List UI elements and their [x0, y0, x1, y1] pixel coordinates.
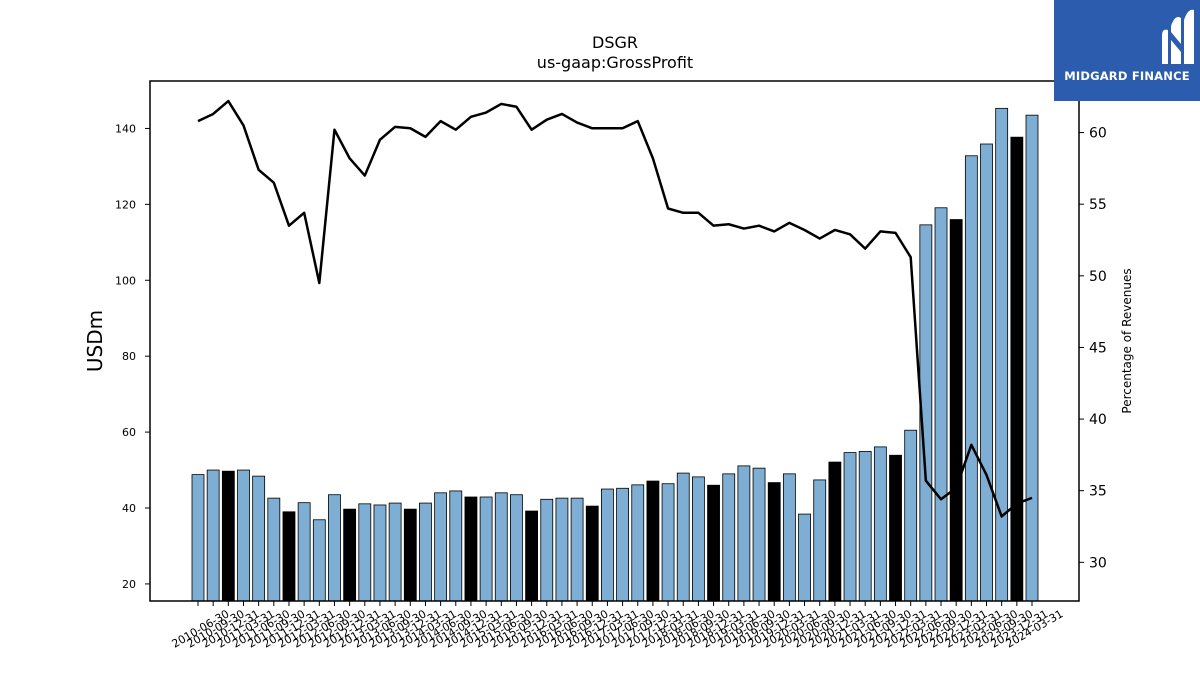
y-axis-label: USDm	[83, 310, 107, 372]
bar-2023-06-30	[980, 143, 993, 602]
midgard-logo-icon	[1162, 9, 1194, 65]
x-axis: 2010-06-302010-09-302010-12-312011-03-31…	[170, 601, 1066, 651]
midgard-finance-logo: MIDGARD FINANCE	[1054, 0, 1200, 101]
bar-2015-12-31	[525, 510, 538, 602]
y-tick-label: 60	[122, 426, 136, 439]
bar-2022-09-30	[934, 207, 948, 602]
bar-2021-09-30	[873, 446, 887, 602]
bar-2021-03-31	[843, 452, 857, 602]
y-axis-right: 30 35 40 45 50 55 60	[1079, 126, 1107, 571]
bar-2021-12-31	[889, 454, 902, 602]
y2-tick-label: 40	[1089, 412, 1107, 428]
bar-2019-03-31	[722, 473, 736, 602]
bar-2020-12-31	[828, 461, 842, 602]
bar-2012-12-31	[343, 508, 357, 602]
percentage-line	[197, 99, 1033, 518]
bar-2014-03-31	[419, 502, 432, 602]
bar-2022-12-31	[949, 219, 963, 602]
bar-2012-09-30	[328, 494, 341, 602]
bar-2014-12-31	[464, 496, 478, 602]
bar-2016-06-30	[555, 497, 569, 602]
chart-subtitle: us-gaap:GrossProfit	[537, 53, 693, 72]
line-layer	[197, 99, 1033, 518]
bar-2013-12-31	[403, 508, 417, 602]
bar-2020-03-31	[782, 473, 796, 602]
bar-2011-06-30	[252, 475, 266, 602]
y-tick-label: 140	[115, 122, 136, 135]
logo-text: MIDGARD FINANCE	[1064, 69, 1190, 83]
bar-2016-09-30	[570, 497, 584, 602]
y-tick-label: 20	[122, 578, 136, 591]
y-tick-label: 100	[115, 274, 136, 287]
bar-2020-06-30	[798, 513, 811, 602]
bar-2010-09-30	[206, 469, 220, 602]
bar-2012-03-31	[297, 502, 311, 602]
y2-tick-label: 35	[1089, 484, 1107, 500]
bar-2013-06-30	[373, 504, 387, 602]
y2-tick-label: 60	[1089, 126, 1107, 142]
y2-tick-label: 55	[1089, 197, 1107, 213]
bar-2012-06-30	[312, 519, 326, 602]
bar-2018-09-30	[692, 476, 705, 602]
bar-2011-03-31	[237, 469, 250, 602]
bar-2014-06-30	[434, 492, 448, 602]
y2-axis-label: Percentage of Revenues	[1120, 268, 1134, 413]
bar-2017-09-30	[631, 484, 645, 602]
bar-2015-06-30	[494, 492, 508, 602]
y-axis-left: 20 40 60 80 100 120 140	[115, 122, 150, 591]
bar-2011-09-30	[267, 497, 281, 602]
bar-2017-06-30	[616, 487, 629, 602]
bar-2017-03-31	[601, 488, 614, 602]
y-tick-label: 120	[115, 198, 136, 211]
plot-frame	[149, 80, 1080, 602]
bar-2016-12-31	[585, 505, 599, 602]
bar-2020-09-30	[813, 479, 827, 602]
bar-2022-03-31	[904, 429, 918, 602]
y-tick-label: 80	[122, 350, 136, 363]
bar-2013-03-31	[358, 503, 372, 602]
y2-tick-label: 50	[1089, 269, 1107, 285]
bar-2010-12-31	[221, 470, 235, 602]
y-tick-label: 40	[122, 502, 136, 515]
chart-title: DSGR	[592, 33, 638, 52]
bar-2023-12-31	[1010, 136, 1024, 602]
bar-2023-09-30	[995, 107, 1009, 602]
bar-2018-12-31	[707, 484, 720, 602]
bars-group	[191, 107, 1039, 602]
bar-2016-03-31	[540, 498, 554, 602]
bar-2019-12-31	[767, 482, 781, 602]
y2-tick-label: 45	[1089, 340, 1107, 356]
bar-2017-12-31	[646, 480, 660, 602]
bar-2010-06-30	[191, 474, 205, 602]
y2-tick-label: 30	[1089, 555, 1107, 571]
bar-2015-03-31	[479, 496, 493, 602]
bar-2014-09-30	[449, 490, 463, 602]
bar-2023-03-31	[964, 155, 978, 602]
bar-2013-09-30	[388, 502, 402, 602]
bar-2018-06-30	[676, 472, 690, 602]
bar-2024-03-31	[1025, 114, 1039, 602]
bar-2018-03-31	[661, 483, 675, 602]
bar-2021-06-30	[858, 451, 872, 602]
bar-2015-09-30	[510, 494, 523, 602]
bar-2019-06-30	[737, 465, 751, 602]
bar-2011-12-31	[282, 511, 296, 602]
bar-2019-09-30	[752, 467, 766, 602]
